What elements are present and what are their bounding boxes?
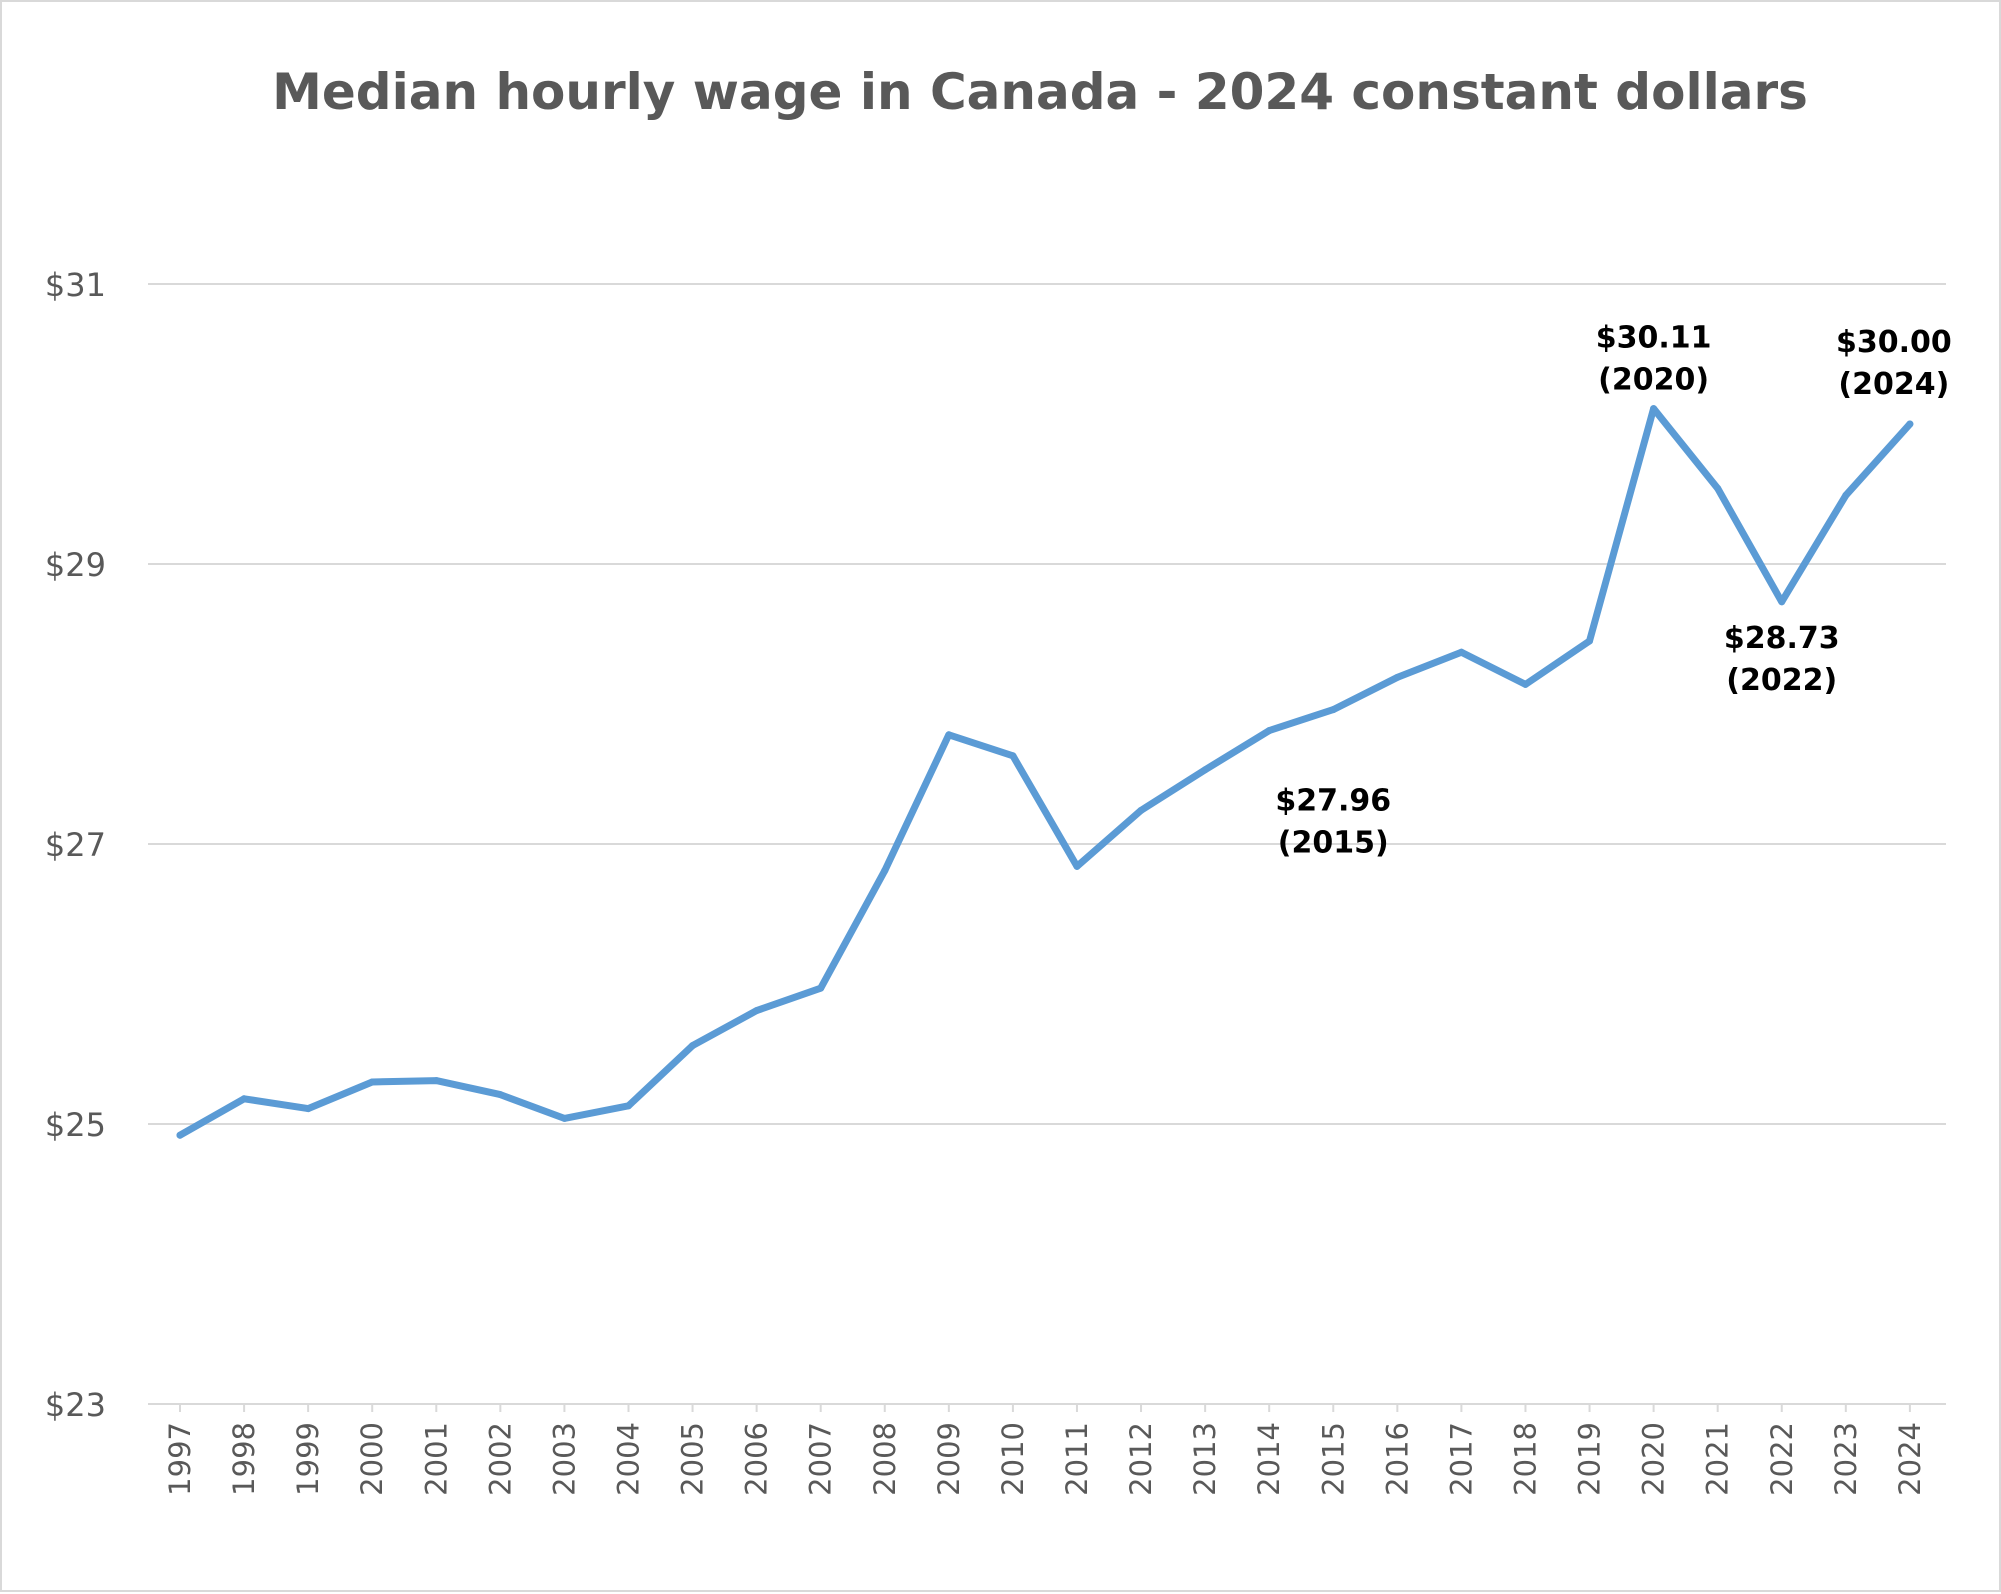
data-point — [689, 1042, 696, 1049]
x-tick-label: 1999 — [291, 1422, 325, 1496]
x-tick-label: 2015 — [1316, 1422, 1350, 1496]
y-axis-ticks: $23 $25 $27 $29 $31 — [45, 266, 106, 1424]
x-tick-label: 2017 — [1444, 1422, 1478, 1496]
x-tick-label: 2012 — [1124, 1422, 1158, 1496]
annotation-year: (2015) — [1278, 826, 1389, 861]
annotation-value: $28.73 — [1724, 621, 1840, 656]
x-tick-label: 2001 — [419, 1422, 453, 1496]
x-tick-label: 2009 — [932, 1422, 966, 1496]
x-tick-label: 2002 — [483, 1422, 517, 1496]
series-line — [180, 409, 1910, 1136]
x-tick-label: 2020 — [1637, 1422, 1671, 1496]
data-point — [1714, 485, 1721, 492]
x-tick-label: 1997 — [163, 1422, 197, 1496]
data-point — [241, 1095, 248, 1102]
data-point — [561, 1115, 568, 1122]
data-point — [1842, 492, 1849, 499]
series-layer — [177, 405, 1914, 1139]
x-tick-label: 2022 — [1765, 1422, 1799, 1496]
data-point — [1330, 706, 1337, 713]
data-point — [1522, 681, 1529, 688]
x-tick-label: 2024 — [1893, 1422, 1927, 1496]
data-point — [817, 985, 824, 992]
data-point — [1778, 598, 1785, 605]
x-tick-label: 2000 — [355, 1422, 389, 1496]
data-point — [1458, 649, 1465, 656]
data-point — [945, 731, 952, 738]
annotation-year: (2022) — [1726, 663, 1837, 698]
x-tick-label: 2005 — [676, 1422, 710, 1496]
data-point — [1906, 421, 1913, 428]
x-tick-label: 2021 — [1701, 1422, 1735, 1496]
x-tick-label: 2014 — [1252, 1422, 1286, 1496]
y-tick-label: $31 — [45, 266, 106, 304]
data-point — [881, 867, 888, 874]
data-point — [497, 1091, 504, 1098]
data-point — [433, 1077, 440, 1084]
data-point — [1586, 638, 1593, 645]
x-tick-label: 2006 — [740, 1422, 774, 1496]
gridlines — [148, 284, 1946, 1404]
x-tick-label: 1998 — [227, 1422, 261, 1496]
x-tick-label: 2013 — [1188, 1422, 1222, 1496]
data-point — [625, 1102, 632, 1109]
data-point — [1138, 807, 1145, 814]
x-axis-ticks: 1997 1998 1999 2000 2001 2002 2003 2004 2005 2006… — [163, 1404, 1927, 1496]
y-tick-label: $23 — [45, 1386, 106, 1424]
data-point — [753, 1007, 760, 1014]
data-point — [1394, 674, 1401, 681]
data-point — [369, 1079, 376, 1086]
data-point — [1650, 405, 1657, 412]
x-tick-label: 2016 — [1380, 1422, 1414, 1496]
x-tick-label: 2011 — [1060, 1422, 1094, 1496]
data-point — [1202, 766, 1209, 773]
x-tick-label: 2023 — [1829, 1422, 1863, 1496]
annotation-value: $27.96 — [1275, 784, 1391, 819]
annotation-year: (2024) — [1838, 367, 1949, 402]
data-point — [177, 1132, 184, 1139]
y-tick-label: $29 — [45, 546, 106, 584]
x-tick-label: 2010 — [996, 1422, 1030, 1496]
x-tick-label: 2008 — [868, 1422, 902, 1496]
annotation-value: $30.11 — [1596, 321, 1712, 356]
annotation-value: $30.00 — [1836, 325, 1952, 360]
data-point — [305, 1105, 312, 1112]
data-point — [1073, 863, 1080, 870]
data-point — [1009, 752, 1016, 759]
annotation-year: (2020) — [1598, 363, 1709, 398]
x-tick-label: 2018 — [1508, 1422, 1542, 1496]
data-point — [1266, 727, 1273, 734]
annotations: $27.96 (2015) $30.11 (2020) $28.73 (2022) $30.… — [1275, 321, 1951, 861]
y-tick-label: $25 — [45, 1106, 106, 1144]
chart-title: Median hourly wage in Canada - 2024 cons… — [272, 63, 1808, 121]
x-tick-label: 2007 — [804, 1422, 838, 1496]
x-tick-label: 2003 — [547, 1422, 581, 1496]
y-tick-label: $27 — [45, 826, 106, 864]
x-tick-label: 2004 — [611, 1422, 645, 1496]
x-tick-label: 2019 — [1573, 1422, 1607, 1496]
